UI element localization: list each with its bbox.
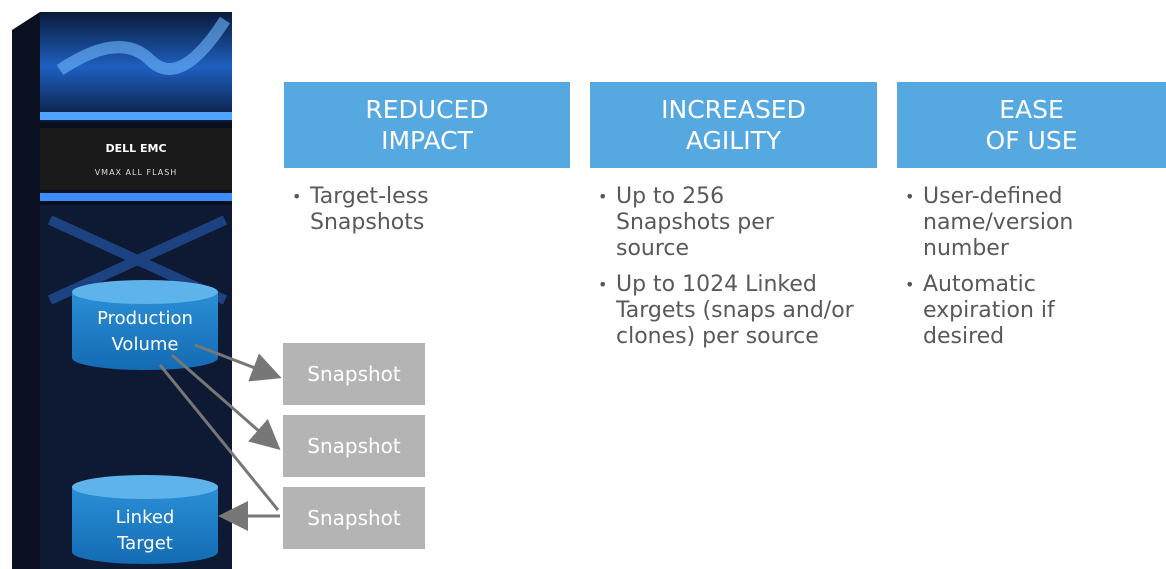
rack-model: VMAX ALL FLASH	[95, 168, 178, 177]
page: DELL EMC VMAX ALL FLASH Production Volum…	[0, 0, 1166, 569]
bullet: Up to 1024 Linked Targets (snaps and/or …	[598, 272, 871, 350]
bullet: Target-less Snapshots	[292, 184, 470, 236]
bullet: Up to 256 Snapshots per source	[598, 184, 826, 262]
bullet: Automatic expiration if desired	[905, 272, 1093, 350]
header-line: AGILITY	[686, 125, 781, 156]
rack-brand: DELL EMC	[105, 142, 166, 155]
snapshot: Snapshot	[283, 487, 425, 549]
header-line: IMPACT	[381, 125, 473, 156]
volume-label: Linked Target	[100, 505, 190, 557]
snapshot: Snapshot	[283, 343, 425, 405]
volume-label: Production Volume	[72, 306, 218, 358]
bullet: User-defined name/version number	[905, 184, 1123, 262]
header-line: EASE	[999, 94, 1064, 125]
snapshot: Snapshot	[283, 415, 425, 477]
header-line: OF USE	[986, 125, 1078, 156]
header-line: REDUCED	[365, 94, 488, 125]
header-line: INCREASED	[661, 94, 806, 125]
